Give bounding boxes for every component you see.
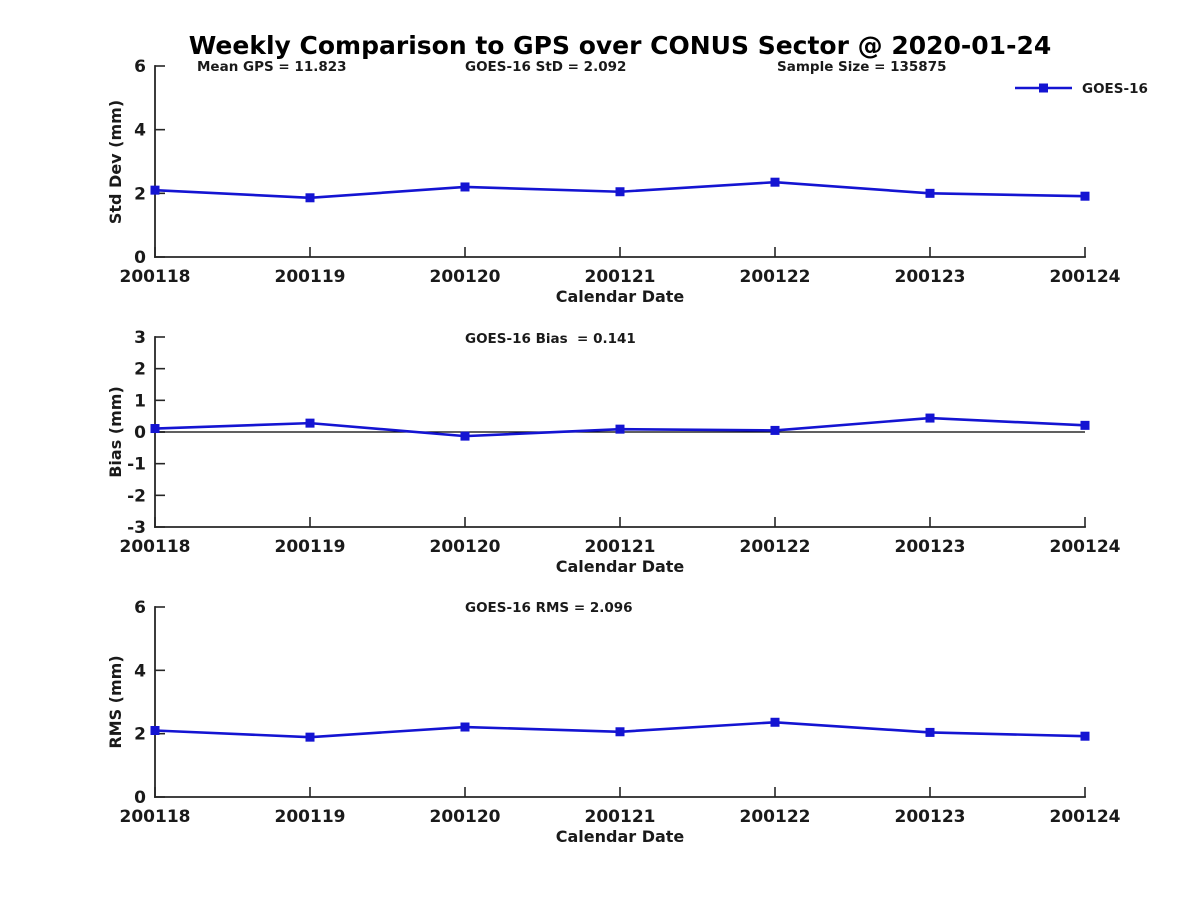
y-tick-label: 4: [134, 661, 146, 681]
y-tick-label: 6: [134, 598, 146, 618]
x-tick-label: 200120: [430, 537, 501, 557]
data-point-marker: [615, 424, 625, 434]
x-tick-label: 200118: [120, 537, 191, 557]
data-point-marker: [925, 413, 935, 423]
y-tick-label: -2: [127, 486, 146, 506]
data-point-marker: [925, 188, 935, 198]
annotation-mean-gps: Mean GPS = 11.823: [197, 59, 347, 75]
annotation-goes16-bias: GOES-16 Bias = 0.141: [465, 331, 636, 347]
x-tick-label: 200121: [585, 807, 656, 827]
x-tick-label: 200124: [1050, 537, 1121, 557]
y-tick-label: 6: [134, 57, 146, 77]
subplot-std-dev: 0 2 4 6 200118 200119 200120 200121 200122 200123…: [120, 57, 1121, 287]
y-tick-label: 1: [134, 391, 146, 411]
legend-label: GOES-16: [1082, 81, 1148, 97]
x-tick-label: 200119: [275, 267, 346, 287]
x-axis-label-middle: Calendar Date: [556, 557, 685, 576]
y-axis-label-bias: Bias (mm): [106, 386, 125, 478]
x-tick-label: 200121: [585, 267, 656, 287]
y-axis-label-std-dev: Std Dev (mm): [106, 100, 125, 224]
subplot-rms: 0 2 4 6 200118 200119 200120 200121 200122 200123…: [120, 598, 1121, 827]
y-tick-label: 0: [134, 788, 146, 808]
data-point-marker: [305, 193, 315, 203]
x-tick-label: 200118: [120, 267, 191, 287]
y-tick-label: -1: [127, 455, 146, 475]
data-point-marker: [1080, 420, 1090, 430]
x-tick-label: 200123: [895, 267, 966, 287]
data-point-marker: [305, 418, 315, 428]
data-point-marker: [460, 722, 470, 732]
data-point-marker: [150, 424, 160, 434]
data-point-marker: [150, 185, 160, 195]
y-tick-label: 0: [134, 423, 146, 443]
x-tick-label: 200122: [740, 267, 811, 287]
data-point-marker: [770, 177, 780, 187]
data-point-marker: [615, 727, 625, 737]
data-point-marker: [925, 727, 935, 737]
legend: GOES-16: [1015, 81, 1148, 97]
x-axis-label-top: Calendar Date: [556, 287, 685, 306]
data-point-marker: [1080, 191, 1090, 201]
annotation-goes16-std: GOES-16 StD = 2.092: [465, 59, 626, 75]
y-tick-label: 4: [134, 121, 146, 141]
x-tick-label: 200122: [740, 807, 811, 827]
x-tick-label: 200119: [275, 807, 346, 827]
x-tick-label: 200118: [120, 807, 191, 827]
x-tick-label: 200123: [895, 807, 966, 827]
x-tick-label: 200121: [585, 537, 656, 557]
x-tick-label: 200120: [430, 267, 501, 287]
data-point-marker: [150, 726, 160, 735]
y-tick-label: 2: [134, 360, 146, 380]
data-point-marker: [460, 431, 470, 441]
annotation-sample-size: Sample Size = 135875: [777, 59, 946, 75]
data-point-marker: [1080, 731, 1090, 741]
x-tick-label: 200123: [895, 537, 966, 557]
data-point-marker: [305, 732, 315, 742]
x-tick-label: 200119: [275, 537, 346, 557]
x-tick-label: 200122: [740, 537, 811, 557]
data-point-marker: [460, 182, 470, 192]
y-tick-label: 3: [134, 328, 146, 348]
legend-marker-icon: [1039, 83, 1048, 93]
annotation-goes16-rms: GOES-16 RMS = 2.096: [465, 600, 633, 616]
x-tick-label: 200120: [430, 807, 501, 827]
data-point-marker: [615, 187, 625, 197]
data-point-marker: [770, 717, 780, 727]
y-tick-label: 2: [134, 725, 146, 745]
x-tick-label: 200124: [1050, 807, 1121, 827]
y-tick-label: 0: [134, 248, 146, 268]
x-axis-label-bottom: Calendar Date: [556, 827, 685, 846]
y-tick-label: -3: [127, 518, 146, 538]
y-axis-label-rms: RMS (mm): [106, 655, 125, 748]
chart-title: Weekly Comparison to GPS over CONUS Sect…: [189, 31, 1052, 60]
y-tick-label: 2: [134, 184, 146, 204]
x-tick-label: 200124: [1050, 267, 1121, 287]
data-point-marker: [770, 425, 780, 435]
